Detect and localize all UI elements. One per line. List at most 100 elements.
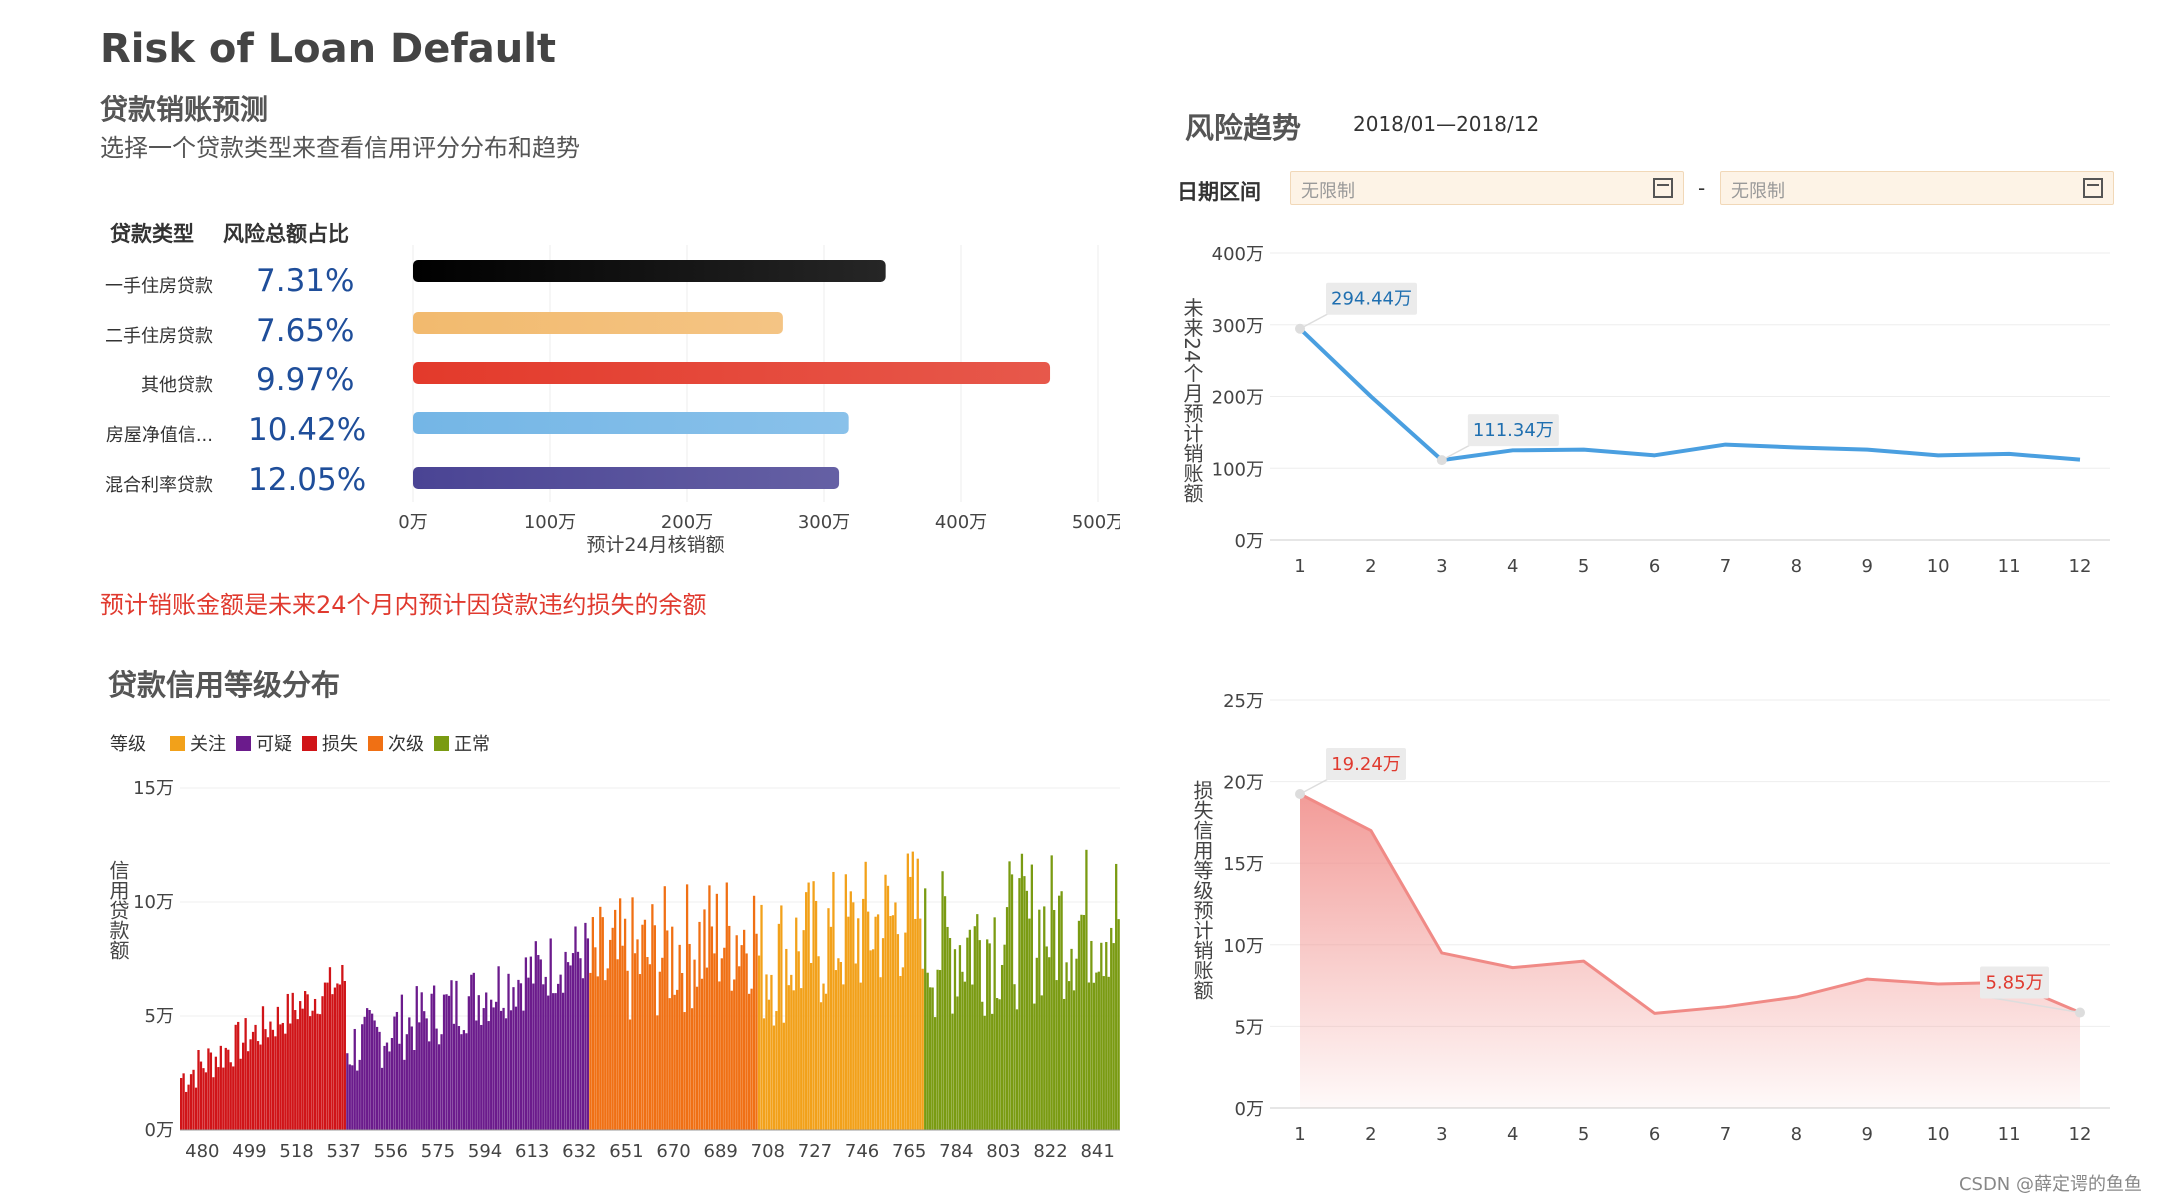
x-axis-label: 预计24月核销额 bbox=[586, 534, 724, 556]
hist-bar bbox=[192, 1069, 195, 1130]
hist-bar bbox=[611, 927, 614, 1130]
hist-bar bbox=[718, 981, 721, 1130]
hist-bar bbox=[641, 924, 644, 1130]
trend-title: 风险趋势 bbox=[1185, 111, 1302, 145]
hist-bar bbox=[995, 997, 999, 1130]
hist-bar bbox=[859, 982, 862, 1130]
hist-bar bbox=[827, 908, 830, 1130]
hist-bar bbox=[199, 1061, 203, 1130]
hist-bar bbox=[301, 1008, 304, 1130]
legend-item-loss[interactable]: 损失 bbox=[302, 730, 358, 756]
hist-bar bbox=[237, 1021, 240, 1130]
legend-item-doubtful[interactable]: 可疑 bbox=[236, 730, 292, 756]
hist-bar bbox=[187, 1084, 190, 1130]
hist-bar bbox=[636, 939, 639, 1130]
hist-bar bbox=[494, 1001, 498, 1130]
hist-bar bbox=[800, 988, 803, 1130]
hist-bar bbox=[1043, 906, 1046, 1130]
hist-bar bbox=[938, 970, 942, 1130]
hist-bar bbox=[450, 980, 453, 1130]
hist-bar bbox=[584, 922, 587, 1130]
x-tick-label: 500万 bbox=[1072, 512, 1120, 533]
hist-bar bbox=[715, 893, 719, 1130]
legend-item-normal[interactable]: 正常 bbox=[434, 730, 490, 756]
hist-bar bbox=[400, 994, 404, 1130]
calendar-icon[interactable] bbox=[1653, 178, 1673, 198]
hist-bar bbox=[822, 983, 825, 1130]
hist-bar bbox=[437, 1044, 441, 1130]
y-tick-label: 25万 bbox=[1223, 691, 1264, 712]
hist-bar bbox=[643, 919, 647, 1130]
hist-bar bbox=[747, 993, 751, 1130]
annotation-box bbox=[1326, 748, 1406, 781]
legend-swatch bbox=[302, 735, 317, 751]
risk-share-value: 12.05% bbox=[248, 462, 367, 498]
hist-bar bbox=[1030, 864, 1033, 1130]
x-tick-label: 400万 bbox=[935, 512, 987, 533]
hist-bar bbox=[537, 955, 540, 1130]
hist-bar bbox=[916, 858, 919, 1130]
hist-bar bbox=[1008, 861, 1011, 1130]
start-date-placeholder: 无限制 bbox=[1301, 181, 1355, 202]
hist-bar bbox=[415, 986, 418, 1130]
hist-bar bbox=[249, 1039, 252, 1130]
start-date-input[interactable]: 无限制 bbox=[1290, 171, 1684, 205]
x-tick-label: 10 bbox=[1927, 1124, 1950, 1145]
x-tick-label: 12 bbox=[2069, 1124, 2092, 1145]
calendar-icon[interactable] bbox=[2083, 178, 2103, 198]
hist-bar bbox=[291, 992, 294, 1130]
hist-bar bbox=[462, 1030, 466, 1130]
hist-bar bbox=[1087, 982, 1091, 1130]
hist-bar bbox=[569, 965, 572, 1130]
legend-item-label: 可疑 bbox=[256, 734, 292, 755]
x-tick-label: 708 bbox=[751, 1141, 785, 1162]
hist-bar bbox=[318, 1014, 322, 1130]
x-tick-label: 613 bbox=[515, 1141, 549, 1162]
hist-bar bbox=[921, 968, 924, 1130]
hist-bar bbox=[757, 955, 761, 1130]
hist-bar bbox=[358, 1059, 361, 1130]
hist-bar bbox=[834, 970, 838, 1130]
hist-bar bbox=[378, 1031, 381, 1130]
x-tick-label: 556 bbox=[374, 1141, 408, 1162]
x-tick-label: 7 bbox=[1720, 1124, 1731, 1145]
legend-swatch bbox=[368, 735, 383, 751]
loan-type-label[interactable]: 二手住房贷款 bbox=[105, 326, 213, 347]
hist-bar bbox=[519, 983, 523, 1130]
hist-bar bbox=[366, 1008, 369, 1130]
hist-bar bbox=[899, 975, 902, 1130]
hist-bar bbox=[490, 999, 493, 1130]
hist-bar bbox=[633, 953, 637, 1130]
legend-item-concern[interactable]: 关注 bbox=[170, 730, 226, 756]
data-label: 294.44万 bbox=[1331, 289, 1412, 310]
risk-share-value: 9.97% bbox=[256, 362, 355, 398]
hist-bar bbox=[780, 905, 783, 1130]
data-point bbox=[1436, 455, 1447, 466]
x-tick-label: 689 bbox=[704, 1141, 738, 1162]
loan-type-label[interactable]: 其他贷款 bbox=[141, 375, 213, 396]
x-tick-label: 5 bbox=[1578, 556, 1589, 577]
legend-swatch bbox=[170, 735, 185, 751]
x-tick-label: 4 bbox=[1507, 556, 1518, 577]
y-tick-label: 200万 bbox=[1212, 388, 1264, 409]
hist-bar bbox=[405, 1034, 408, 1130]
hist-bar bbox=[839, 961, 843, 1130]
x-tick-label: 594 bbox=[468, 1141, 502, 1162]
y-tick-label: 0万 bbox=[1235, 1099, 1264, 1120]
loan-type-label[interactable]: 混合利率贷款 bbox=[105, 475, 213, 496]
hist-bar bbox=[398, 1043, 401, 1130]
hist-bar bbox=[958, 945, 962, 1130]
hist-bar bbox=[829, 926, 833, 1130]
loan-type-label[interactable]: 房屋净值信... bbox=[105, 425, 213, 446]
data-label: 111.34万 bbox=[1473, 420, 1554, 441]
hist-bar bbox=[232, 1066, 235, 1130]
hist-bar bbox=[447, 995, 451, 1130]
x-tick-label: 7 bbox=[1720, 556, 1731, 577]
risk-share-value: 7.31% bbox=[256, 263, 355, 299]
end-date-input[interactable]: 无限制 bbox=[1720, 171, 2114, 205]
hist-bar bbox=[1040, 995, 1043, 1130]
legend-item-substandard[interactable]: 次级 bbox=[368, 730, 424, 756]
date-separator: - bbox=[1698, 176, 1706, 200]
loan-type-label[interactable]: 一手住房贷款 bbox=[105, 276, 213, 297]
hist-bar bbox=[559, 974, 562, 1130]
